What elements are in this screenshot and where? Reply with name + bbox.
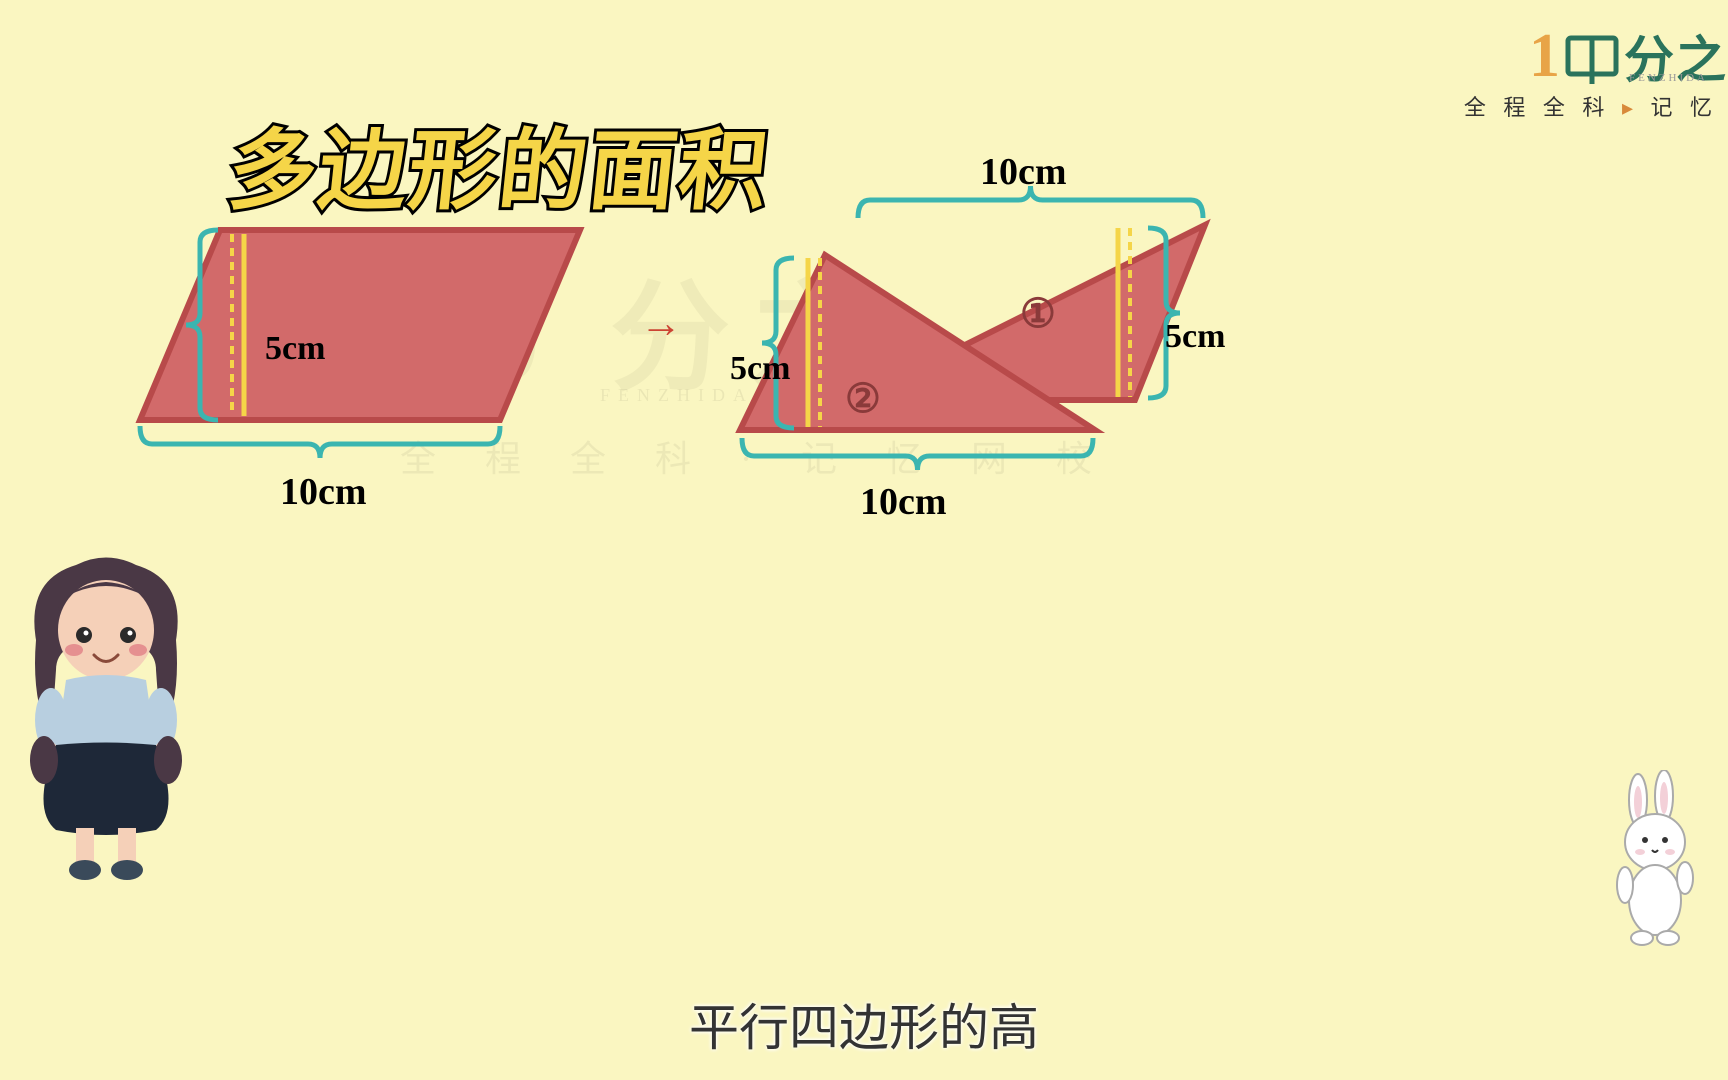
transform-arrow: →: [640, 300, 682, 348]
triangle2-number: ②: [845, 375, 881, 422]
bunny-character: [1600, 770, 1710, 950]
parallelogram-shape: [0, 0, 1728, 1080]
triangle2-bottom-brace: [742, 438, 1093, 470]
parallelogram: [140, 230, 580, 420]
triangle2-base-label: 10cm: [860, 480, 947, 524]
parallelogram-base-label: 10cm: [280, 470, 367, 514]
parallelogram-bottom-brace: [140, 426, 500, 458]
triangle1-number: ①: [1020, 290, 1056, 337]
subtitle-caption: 平行四边形的高: [689, 988, 1039, 1060]
parallelogram-height-label: 5cm: [265, 330, 325, 368]
triangle1-base-label: 10cm: [980, 150, 1067, 194]
triangle1-height-label: 5cm: [1165, 318, 1225, 356]
girl-character: [6, 540, 206, 890]
triangle2-height-label: 5cm: [730, 350, 790, 388]
